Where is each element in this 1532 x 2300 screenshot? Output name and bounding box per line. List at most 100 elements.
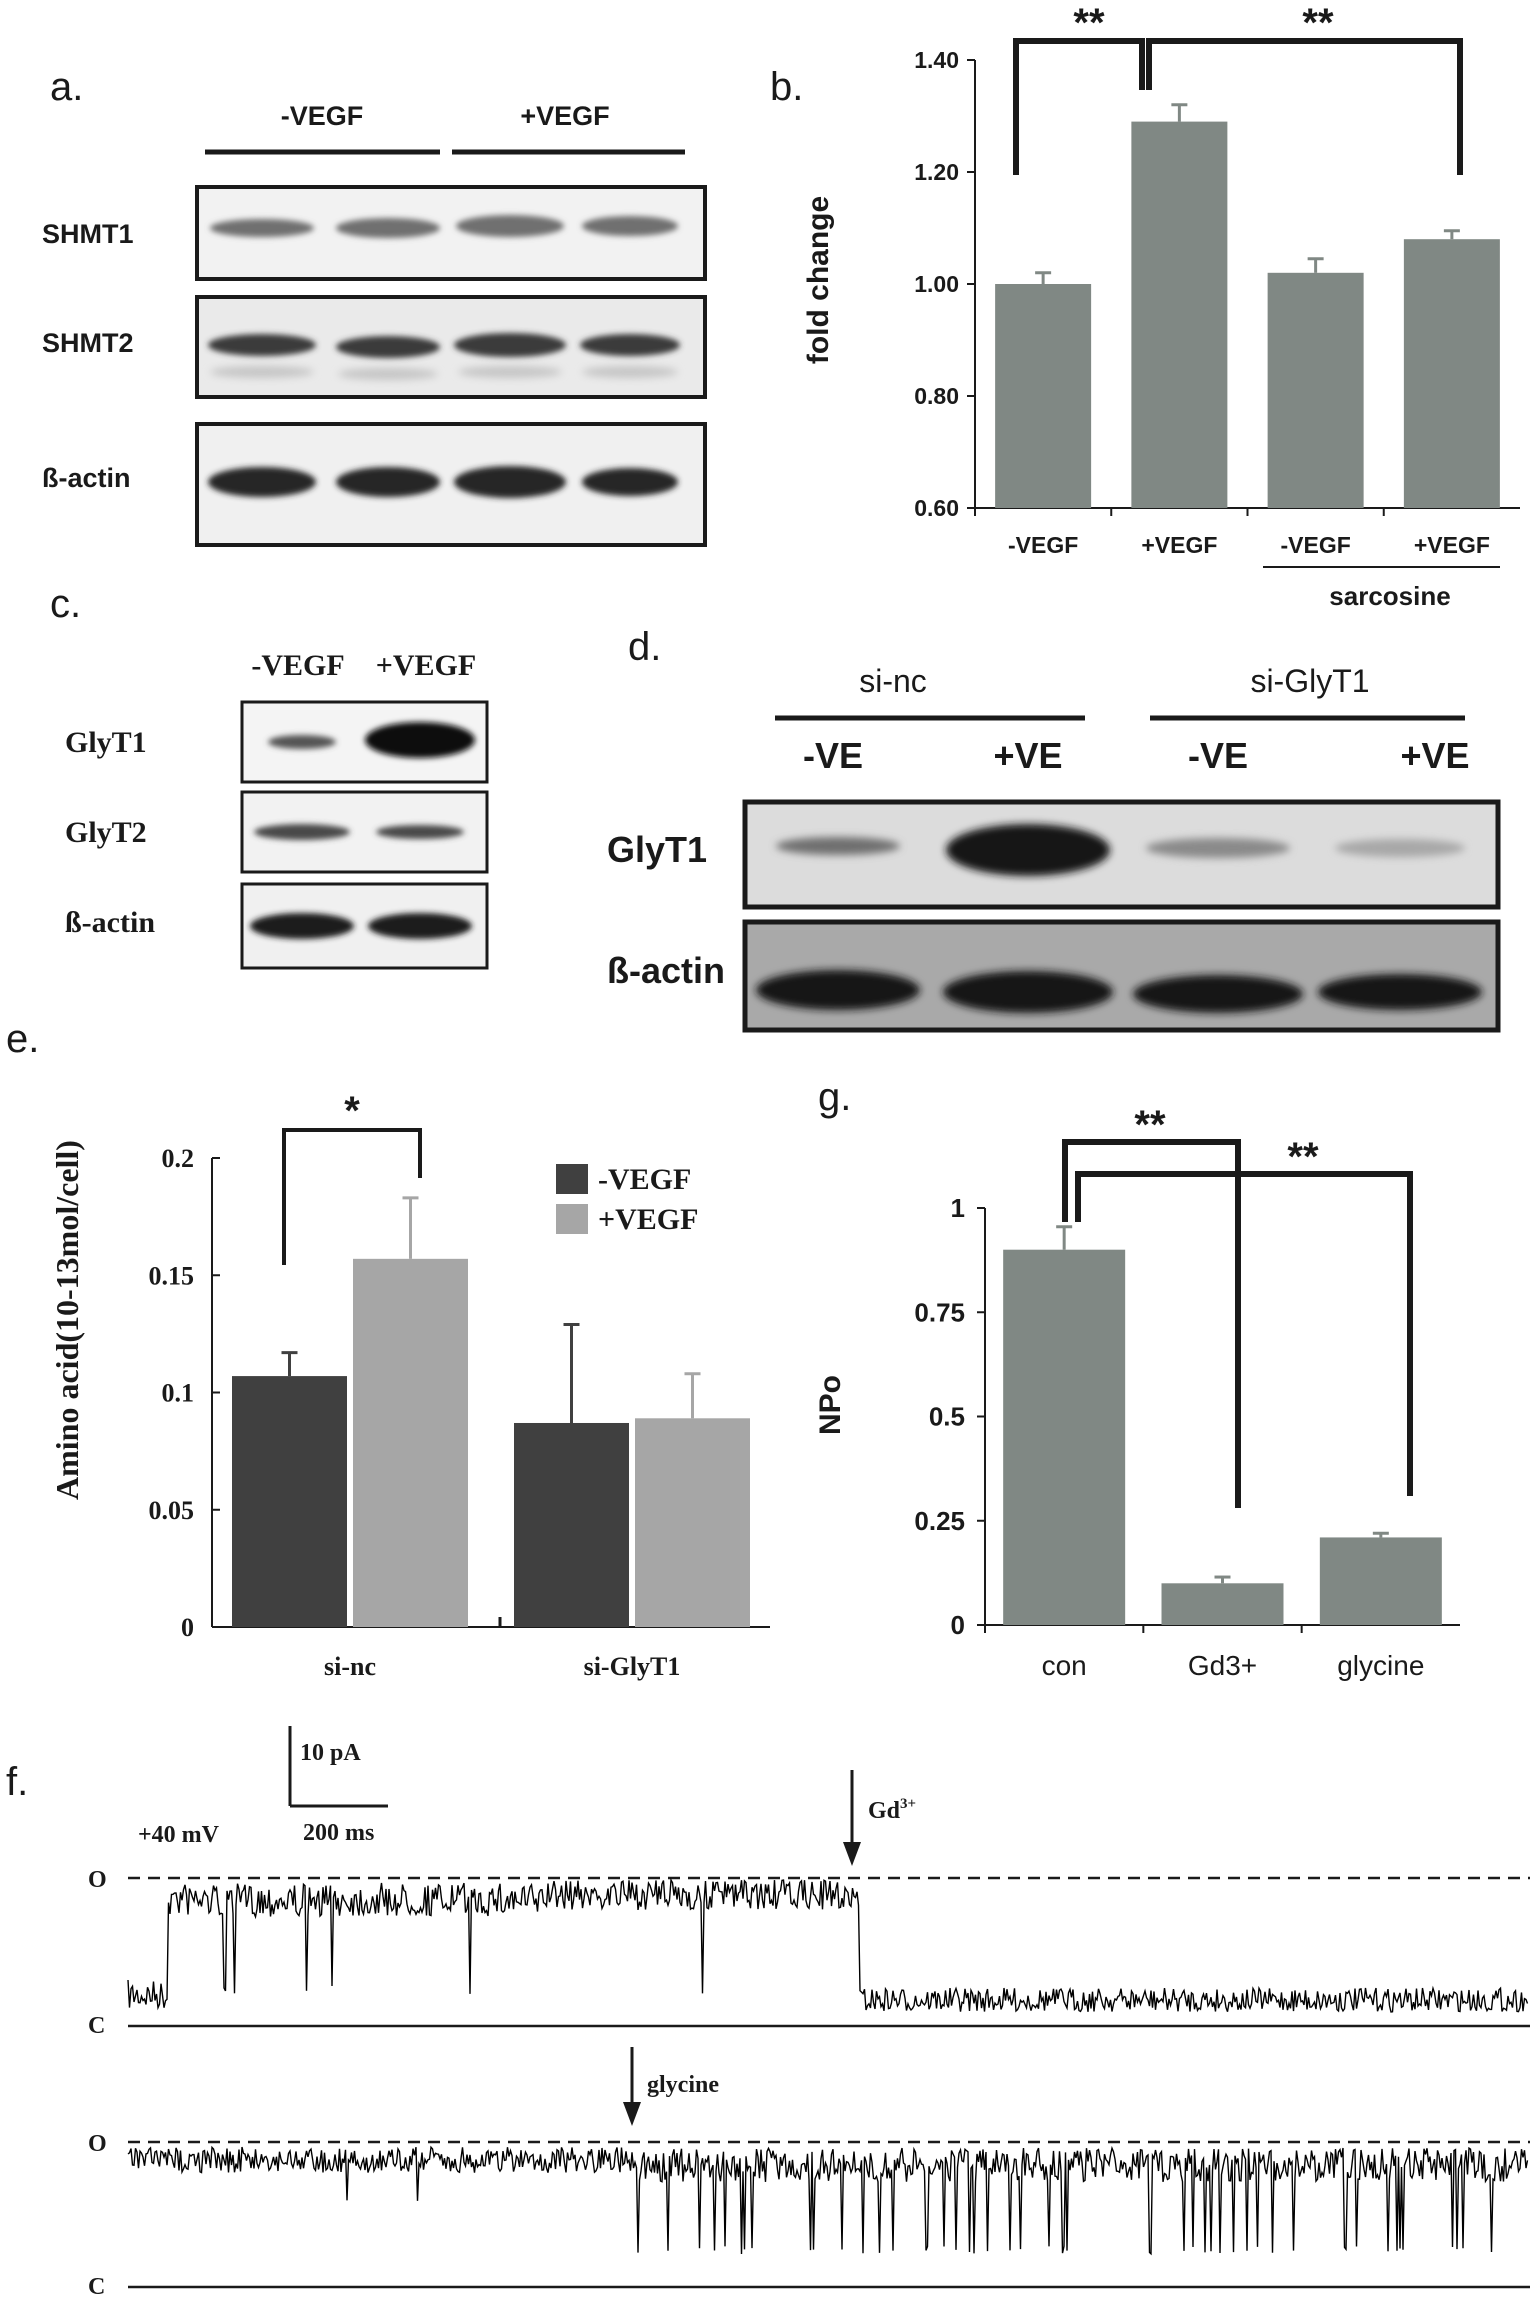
panel-d-row-label-glyt1: GlyT1 (607, 829, 707, 870)
panel-b-significance (1013, 38, 1463, 175)
scale-current-label: 10 pA (300, 1740, 361, 1766)
panel-d-lane-1: -VE (803, 735, 863, 776)
panel-c-col-plus-vegf: +VEGF (376, 649, 476, 682)
chart-g-xtick-label: con (1042, 1650, 1087, 1681)
gd-arrow-label: Gd3+ (868, 1796, 916, 1824)
chart-b-ytick-label: 1.00 (914, 271, 959, 297)
chart-e-legend-label: -VEGF (598, 1163, 691, 1196)
panel-d-lane-4: +VE (1400, 735, 1469, 776)
blot-a-shmt2 (195, 295, 707, 399)
chart-b-plot: 0.60 0.80 1.00 1.20 1.40 -VEGF +VEGF -VEGF +VEGF (914, 47, 1520, 558)
panel-d-group-si-nc: si-nc (859, 663, 927, 699)
chart-g-bar (1003, 1249, 1126, 1625)
trace2-open-label: O (88, 2131, 107, 2157)
chart-g-bar (1161, 1583, 1284, 1625)
panel-b-star-1: ** (1073, 1, 1105, 45)
trace2-current (127, 2145, 1529, 2256)
chart-e-legend-swatch (556, 1204, 588, 1234)
chart-b-bar (1131, 121, 1228, 508)
voltage-label: +40 mV (138, 1822, 220, 1848)
panel-e: e. Amino acid(10-13mol/cell) 0 0.05 0.1 0.1… (6, 1017, 770, 1681)
panel-f: f. 10 pA 200 ms +40 mV O C Gd3+ O C glyc… (6, 1726, 1530, 2300)
chart-g-xtick-label: glycine (1337, 1650, 1424, 1681)
chart-b-xtick-label: -VEGF (1280, 532, 1350, 558)
chart-e-ytick-label: 0 (181, 1613, 194, 1642)
chart-b-xtick-label: +VEGF (1414, 532, 1490, 558)
blot-c-glyt1 (240, 700, 489, 784)
panel-d-letter: d. (628, 625, 661, 669)
panel-e-ylabel: Amino acid(10-13mol/cell) (49, 1140, 85, 1500)
chart-e-xtick-label: si-nc (324, 1652, 376, 1681)
chart-g-xtick-label: Gd3+ (1188, 1650, 1257, 1681)
trace1-current (127, 1877, 1529, 2013)
chart-e-ytick-label: 0.2 (162, 1144, 195, 1173)
chart-e-legend-label: +VEGF (598, 1203, 698, 1236)
chart-b-bar (1267, 272, 1364, 508)
blot-a-actin (195, 422, 707, 547)
panel-c-row-label-actin: ß-actin (65, 906, 155, 939)
chart-g-ytick-label: 0.5 (929, 1402, 965, 1432)
chart-e-xtick-label: si-GlyT1 (584, 1652, 681, 1681)
panel-g-significance (1062, 1139, 1413, 1508)
chart-b-ytick-label: 1.20 (914, 159, 959, 185)
chart-e-bar (635, 1418, 750, 1627)
panel-c: c. -VEGF +VEGF GlyT1 GlyT2 ß-actin (50, 582, 489, 970)
panel-d-group-si-glyt1: si-GlyT1 (1250, 663, 1369, 699)
blot-a-shmt1 (195, 185, 707, 281)
chart-e-plot: 0 0.05 0.1 0.15 0.2 si-nc si-GlyT1 -VEGF +VEGF (149, 1144, 770, 1681)
glycine-arrow (623, 2047, 641, 2126)
panel-g-star-2: ** (1287, 1135, 1319, 1179)
scale-time-label: 200 ms (303, 1820, 374, 1846)
chart-b-xtick-label: +VEGF (1141, 532, 1217, 558)
panel-b-bracket-1 (1013, 38, 1145, 175)
panel-b-star-2: ** (1302, 1, 1334, 45)
chart-g-ytick-label: 0 (951, 1610, 965, 1640)
chart-e-ytick-label: 0.15 (149, 1261, 195, 1290)
panel-g-star-1: ** (1134, 1103, 1166, 1147)
chart-g-plot: 0 0.25 0.5 0.75 1 con Gd3+ glycine (914, 1193, 1460, 1681)
chart-g-ytick-label: 0.25 (914, 1506, 965, 1536)
chart-e-bar (514, 1422, 629, 1627)
glycine-arrow-label: glycine (647, 2072, 719, 2098)
panel-b-group-label: sarcosine (1329, 581, 1450, 611)
panel-g-bracket-2 (1075, 1171, 1413, 1496)
blot-c-glyt2 (240, 790, 489, 874)
panel-a-group-minus-vegf: -VEGF (281, 101, 364, 131)
trace2-closed-label: C (88, 2274, 105, 2300)
panel-c-letter: c. (50, 582, 81, 626)
panel-c-row-label-glyt2: GlyT2 (65, 816, 147, 849)
chart-e-bar (232, 1376, 347, 1627)
panel-f-letter: f. (6, 1760, 28, 1804)
chart-g-bar (1319, 1537, 1442, 1625)
trace1-open-label: O (88, 1867, 107, 1893)
panel-b-ylabel: fold change (802, 196, 835, 364)
panel-c-row-label-glyt1: GlyT1 (65, 726, 147, 759)
panel-e-star: * (344, 1089, 360, 1133)
panel-a-row-label-shmt1: SHMT1 (42, 219, 134, 249)
gd-arrow (843, 1770, 861, 1866)
blot-c-actin (240, 882, 489, 970)
chart-b-ytick-label: 0.80 (914, 383, 959, 409)
blot-d-glyt1 (742, 799, 1501, 910)
chart-b-ytick-label: 1.40 (914, 47, 959, 73)
panel-a-row-label-shmt2: SHMT2 (42, 328, 134, 358)
panel-g: g. NPo 0 0.25 0.5 0.75 1 con Gd3+ glycine ** ** (814, 1075, 1460, 1681)
chart-e-ytick-label: 0.1 (162, 1379, 195, 1408)
panel-b: b. fold change 0.60 0.80 1.00 1.20 1.40 -VEGF… (770, 1, 1520, 611)
panel-d-lane-2: +VE (993, 735, 1062, 776)
panel-e-significance (282, 1128, 422, 1265)
chart-g-ytick-label: 1 (951, 1193, 965, 1223)
panel-a-group-plus-vegf: +VEGF (520, 101, 609, 131)
panel-c-col-minus-vegf: -VEGF (251, 649, 344, 682)
chart-e-ytick-label: 0.05 (149, 1496, 195, 1525)
panel-g-letter: g. (818, 1075, 851, 1119)
chart-b-bar (1403, 239, 1500, 508)
chart-b-bar (995, 284, 1092, 508)
chart-e-legend-swatch (556, 1164, 588, 1194)
panel-d-row-label-actin: ß-actin (607, 950, 725, 991)
blot-d-actin (742, 919, 1501, 1033)
panel-e-bracket (282, 1128, 422, 1265)
panel-g-ylabel: NPo (814, 1375, 847, 1435)
panel-g-bracket-1 (1062, 1139, 1241, 1508)
